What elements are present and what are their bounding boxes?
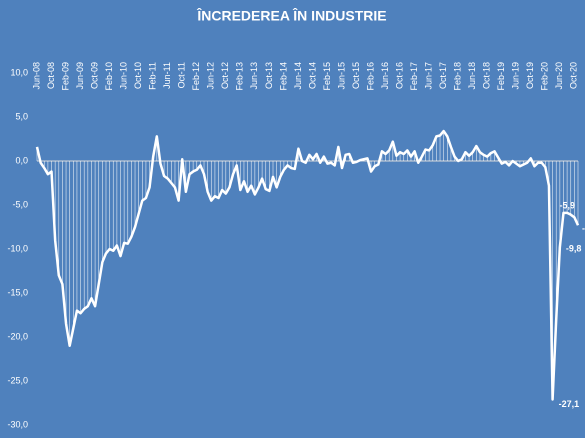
line-series [35, 129, 580, 401]
x-tick-label: Feb-11 [148, 62, 158, 90]
y-tick-label: -25,0 [7, 375, 28, 385]
y-tick-label: 5,0 [15, 111, 28, 121]
chart-title: ÎNCREDEREA ÎN INDUSTRIE [196, 7, 386, 24]
x-tick-label: Oct-14 [307, 62, 317, 89]
x-tick-label: Jun-11 [162, 62, 172, 89]
x-tick-label: Jun-16 [380, 62, 390, 90]
x-tick-label: Oct-16 [394, 62, 404, 89]
x-tick-label: Jun-15 [336, 62, 346, 90]
x-tick-label: Feb-14 [278, 62, 288, 91]
data-label: -9,8 [566, 244, 582, 254]
x-tick-label: Oct-08 [46, 62, 56, 89]
x-tick-label: Oct-13 [264, 62, 274, 89]
x-tick-label: Jun-13 [249, 62, 259, 90]
x-tick-label: Feb-15 [322, 62, 332, 91]
x-tick-label: Oct-18 [482, 62, 492, 89]
x-tick-label: Feb-17 [409, 62, 419, 91]
y-tick-label: -30,0 [7, 419, 28, 429]
x-tick-label: Feb-09 [60, 62, 70, 91]
y-tick-label: -10,0 [7, 243, 28, 253]
y-tick-label: -15,0 [7, 287, 28, 297]
y-tick-label: 0,0 [15, 155, 28, 165]
x-tick-label: Feb-19 [496, 62, 506, 91]
x-tick-label: Jun-20 [554, 62, 564, 90]
x-tick-label: Oct-09 [89, 62, 99, 89]
data-label: -5,9 [559, 200, 575, 210]
x-tick-label: Feb-10 [104, 62, 114, 91]
y-tick-label: -20,0 [7, 331, 28, 341]
x-tick-label: Feb-13 [235, 62, 245, 91]
x-tick-label: Oct-12 [220, 62, 230, 89]
x-tick-label: Feb-18 [453, 62, 463, 91]
y-tick-label: 10,0 [10, 67, 28, 77]
x-tick-label: Oct-20 [569, 62, 579, 89]
x-tick-label: Feb-20 [540, 62, 550, 91]
x-tick-label: Oct-19 [525, 62, 535, 89]
data-label: -27,1 [559, 399, 580, 409]
x-tick-label: Feb-16 [365, 62, 375, 91]
x-tick-label: Jun-09 [75, 62, 85, 90]
x-tick-label: Jun-08 [31, 62, 41, 90]
x-tick-label: Oct-11 [177, 62, 187, 88]
x-tick-label: Jun-14 [293, 62, 303, 90]
x-tick-label: Oct-10 [133, 62, 143, 89]
y-tick-label: -5,0 [12, 199, 28, 209]
x-tick-label: Jun-17 [424, 62, 434, 90]
x-tick-label: Jun-19 [511, 62, 521, 90]
x-tick-label: Jun-18 [467, 62, 477, 90]
data-label: -7,3 [582, 224, 585, 234]
x-tick-label: Jun-12 [206, 62, 216, 90]
x-tick-label: Feb-12 [191, 62, 201, 91]
x-tick-label: Jun-10 [119, 62, 129, 90]
x-tick-label: Oct-17 [438, 62, 448, 89]
x-tick-label: Oct-15 [351, 62, 361, 89]
